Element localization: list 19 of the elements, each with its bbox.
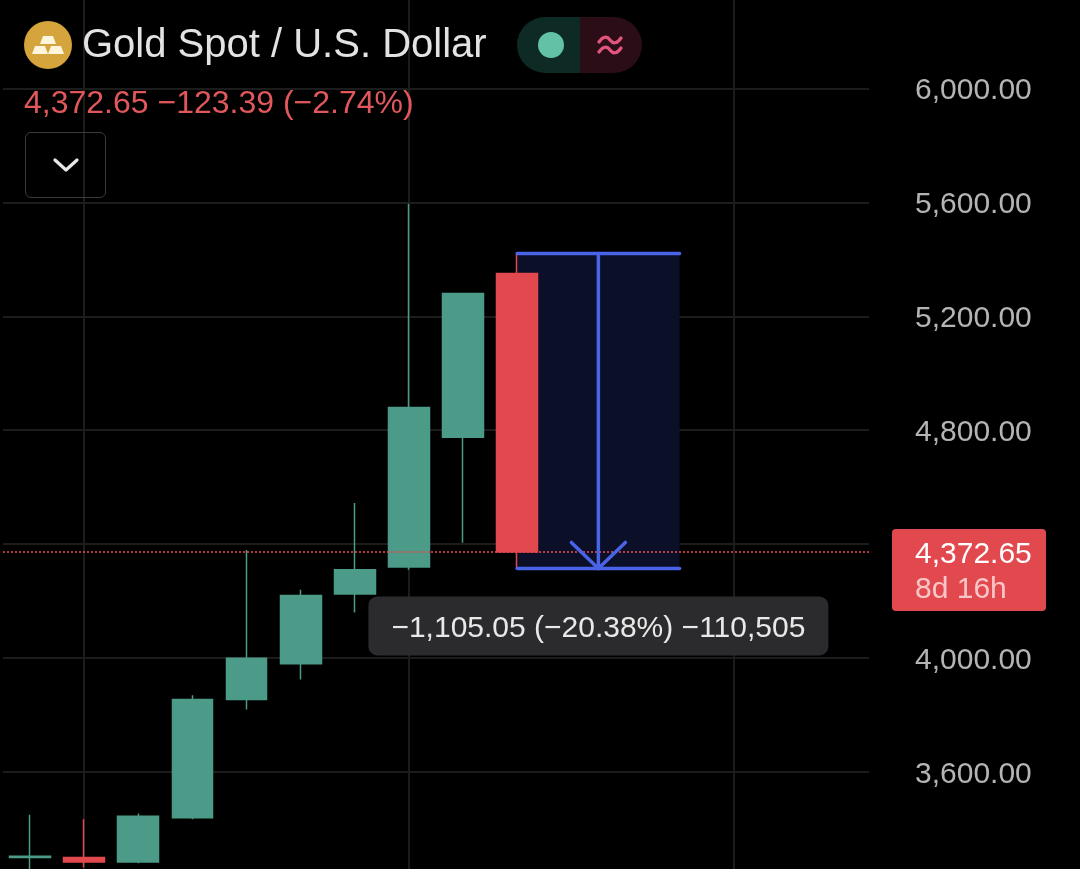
text: 8d 16h bbox=[915, 570, 1008, 605]
candlestick bbox=[441, 292, 485, 544]
text: Gold Spot / U.S. Dollar bbox=[82, 20, 487, 66]
candlestick bbox=[279, 589, 323, 681]
y-tick-label: 5,200.00 bbox=[915, 299, 1032, 333]
y-tick-label: 5,600.00 bbox=[915, 185, 1032, 219]
candlestick bbox=[333, 502, 377, 614]
candlestick bbox=[62, 818, 106, 869]
candlestick bbox=[225, 549, 268, 711]
text: 4,372.65 −123.39 (−2.74%) bbox=[24, 84, 414, 120]
candlestick bbox=[8, 814, 52, 869]
y-tick-label: 4,000.00 bbox=[915, 641, 1032, 675]
candlestick bbox=[116, 812, 160, 865]
y-tick-label: 3,600.00 bbox=[915, 755, 1032, 789]
ref-line-label: 4,372.65 bbox=[915, 535, 1033, 570]
y-tick-label: 4,800.00 bbox=[915, 413, 1032, 447]
candlestick bbox=[171, 694, 214, 820]
y-tick-label: 6,000.00 bbox=[915, 71, 1032, 105]
band-label: −1,105.05 (−20.38%) −110,505 bbox=[391, 609, 806, 643]
